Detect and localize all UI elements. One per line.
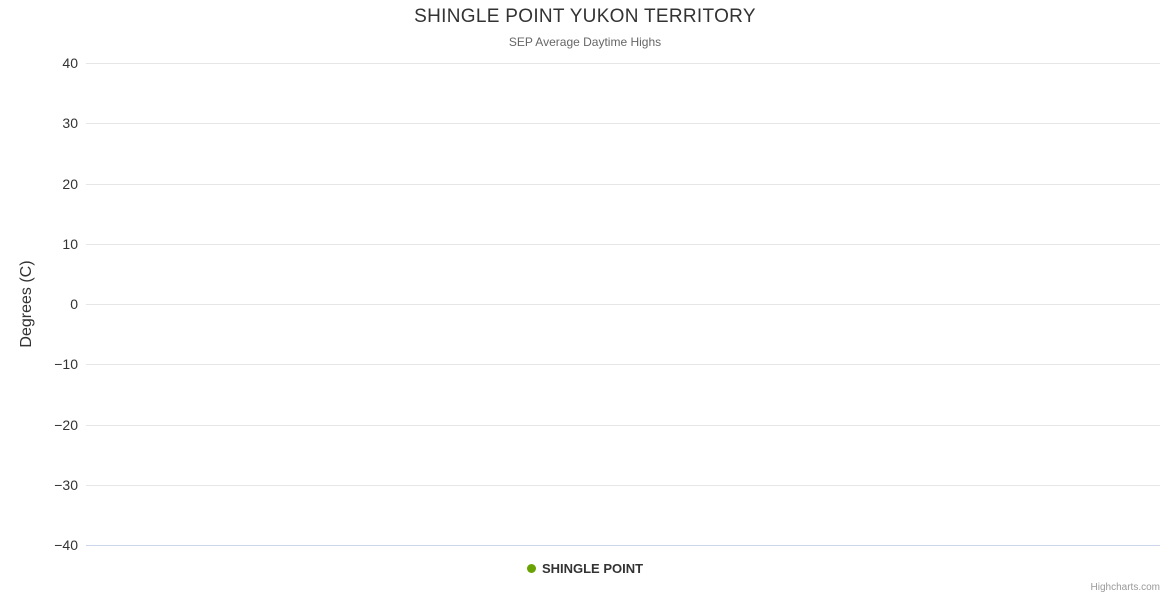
y-gridline xyxy=(86,63,1160,64)
y-axis-tick-label: −30 xyxy=(54,477,78,493)
y-axis-tick-label: −40 xyxy=(54,537,78,553)
y-gridline xyxy=(86,123,1160,124)
y-axis-tick-label: −10 xyxy=(54,356,78,372)
legend-item-shingle-point[interactable]: SHINGLE POINT xyxy=(0,561,1170,576)
y-axis-tick-label: −20 xyxy=(54,417,78,433)
y-axis-tick-label: 10 xyxy=(62,236,78,252)
y-gridline xyxy=(86,485,1160,486)
y-gridline xyxy=(86,184,1160,185)
legend-label: SHINGLE POINT xyxy=(541,561,644,576)
chart-subtitle: SEP Average Daytime Highs xyxy=(508,35,662,49)
plot-area xyxy=(86,63,1160,546)
chart-title: SHINGLE POINT YUKON TERRITORY xyxy=(414,6,756,27)
y-gridline xyxy=(86,425,1160,426)
y-axis-tick-label: 30 xyxy=(62,115,78,131)
legend-marker-icon xyxy=(526,564,536,573)
y-gridline xyxy=(86,244,1160,245)
x-axis-line xyxy=(86,545,1160,546)
y-axis-tick-label: 20 xyxy=(62,176,78,192)
y-axis-tick-label: 0 xyxy=(70,296,78,312)
y-axis-tick-label: 40 xyxy=(62,55,78,71)
y-gridline xyxy=(86,364,1160,365)
highcharts-credits-link[interactable]: Highcharts.com xyxy=(1090,582,1160,593)
y-gridline xyxy=(86,304,1160,305)
